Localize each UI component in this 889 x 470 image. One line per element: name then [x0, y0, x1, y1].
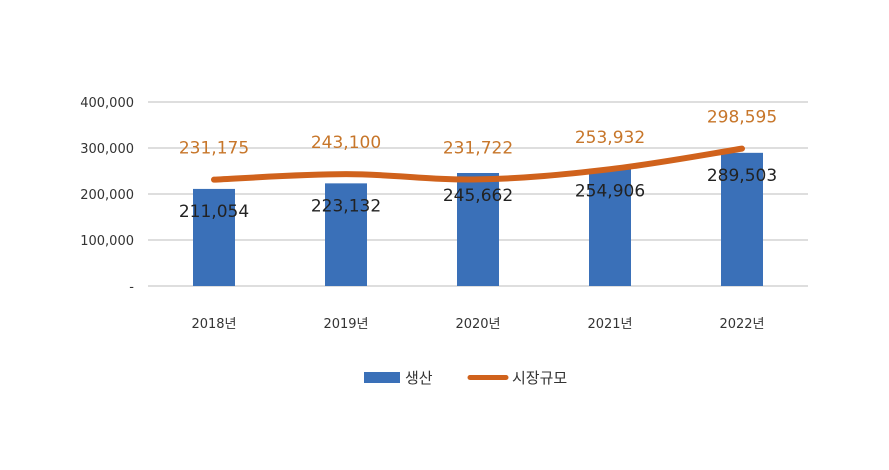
- x-tick-label: 2020년: [455, 317, 500, 332]
- bar-data-label: 223,132: [311, 196, 381, 216]
- bar: [193, 188, 235, 286]
- line-data-label: 253,932: [575, 128, 645, 148]
- bar-data-label: 254,906: [575, 182, 645, 202]
- line-data-label: 298,595: [707, 108, 777, 128]
- legend-label-market-size: 시장규모: [512, 369, 567, 387]
- y-axis-ticks: - 100,000 200,000 300,000 400,000: [80, 96, 134, 295]
- x-axis-ticks: 2018년 2019년 2020년 2021년 2022년: [191, 317, 764, 332]
- line-data-label: 231,722: [443, 138, 513, 158]
- y-tick-label: 200,000: [80, 188, 134, 203]
- legend: 생산 시장규모: [364, 369, 567, 387]
- x-tick-label: 2018년: [191, 317, 236, 332]
- y-tick-label: -: [129, 280, 134, 295]
- bar: [457, 172, 499, 286]
- bar: [325, 183, 367, 286]
- legend-label-production: 생산: [405, 369, 433, 387]
- bar-series: [193, 152, 763, 286]
- x-tick-label: 2022년: [719, 317, 764, 332]
- bar: [589, 168, 631, 286]
- bar-data-label: 289,503: [707, 166, 777, 186]
- line-data-label: 231,175: [179, 139, 249, 159]
- line-data-label: 243,100: [311, 133, 381, 153]
- line-series: [211, 145, 745, 183]
- x-tick-label: 2021년: [587, 317, 632, 332]
- bar: [721, 152, 763, 286]
- y-tick-label: 400,000: [80, 96, 134, 111]
- x-tick-label: 2019년: [323, 317, 368, 332]
- y-tick-label: 300,000: [80, 142, 134, 157]
- y-tick-label: 100,000: [80, 234, 134, 249]
- legend-swatch-production: [364, 372, 400, 383]
- bar-data-label: 245,662: [443, 186, 513, 206]
- data-labels: 211,054 223,132 245,662 254,906 289,503 231,1…: [179, 108, 777, 222]
- bar-data-label: 211,054: [179, 202, 249, 222]
- series-line: [211, 145, 745, 183]
